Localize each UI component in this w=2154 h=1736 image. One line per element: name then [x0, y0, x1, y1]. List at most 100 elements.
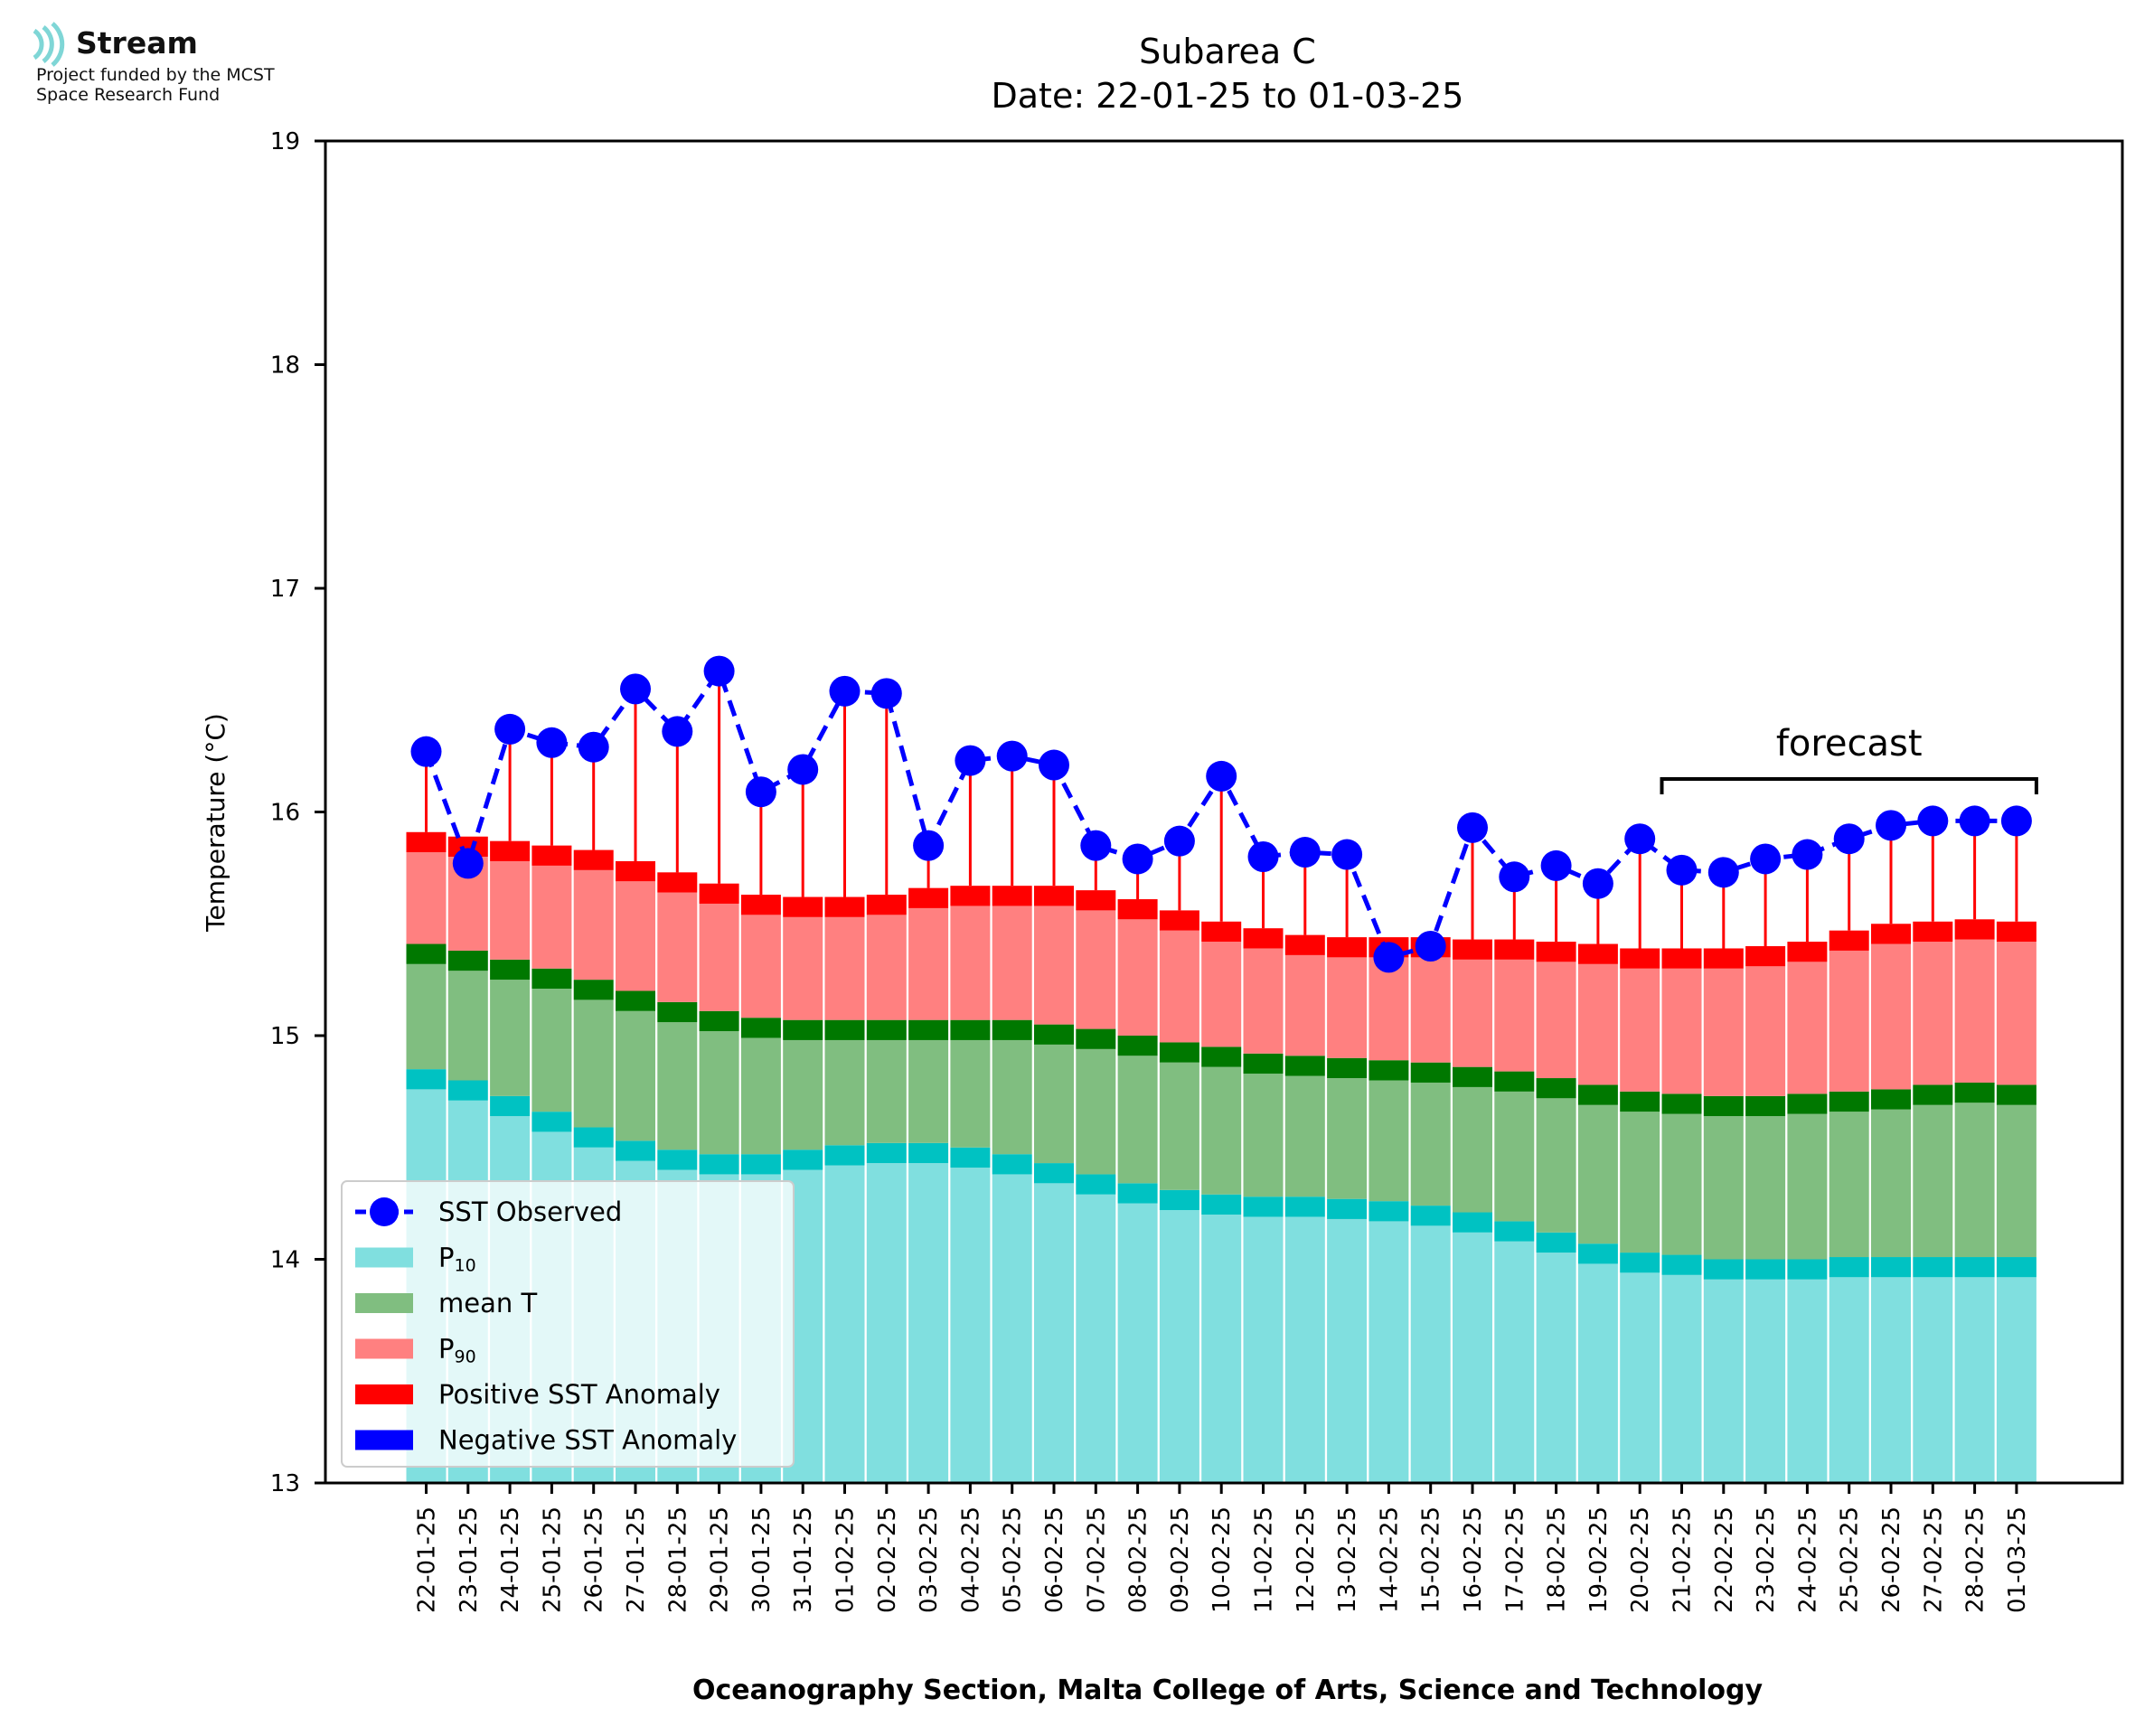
- bar-p10-band: [616, 1140, 655, 1161]
- bar-p90-band: [1076, 890, 1116, 911]
- bar-mean-band: [992, 1019, 1032, 1040]
- bar-mean: [1745, 1116, 1786, 1260]
- bar-p90: [1410, 957, 1451, 1063]
- bar-mean: [950, 1039, 991, 1148]
- bar-p90-band: [740, 895, 781, 915]
- bar-mean: [616, 1010, 655, 1141]
- sst-observed-point: [1792, 839, 1823, 870]
- bar-p10-band: [406, 1069, 447, 1090]
- legend-label: SST Observed: [438, 1196, 622, 1227]
- sst-observed-point: [578, 731, 609, 763]
- x-tick-label: 25-01-25: [539, 1506, 566, 1613]
- bar-p10-band: [657, 1150, 698, 1170]
- chart-subtitle: Date: 22-01-25 to 01-03-25: [992, 76, 1464, 116]
- x-tick-label: 02-02-25: [874, 1506, 901, 1613]
- legend-label: P90: [438, 1334, 476, 1367]
- x-tick-label: 23-02-25: [1753, 1506, 1780, 1613]
- x-tick-label: 13-02-25: [1334, 1506, 1361, 1613]
- bar-p90: [1494, 959, 1535, 1072]
- sst-observed-point: [955, 745, 986, 776]
- bar-p10-band: [1369, 1201, 1409, 1222]
- bar-p10-band: [824, 1145, 865, 1166]
- forecast-bracket-line: [1660, 777, 2038, 794]
- bar-p90-band: [699, 883, 739, 904]
- bar-p10: [1327, 1218, 1368, 1483]
- sst-observed-point: [2000, 805, 2032, 837]
- bar-mean: [699, 1031, 739, 1155]
- bar-p10-band: [1787, 1259, 1828, 1280]
- bar-mean: [490, 980, 531, 1096]
- bar-p90: [908, 907, 949, 1020]
- x-tick-label: 27-02-25: [1920, 1506, 1947, 1613]
- bar-mean-band: [1076, 1028, 1116, 1049]
- sst-observed-point: [870, 678, 902, 709]
- bar-p10-band: [1536, 1232, 1576, 1253]
- bar-p90-band: [1620, 948, 1660, 969]
- bar-mean-band: [1536, 1078, 1576, 1099]
- bar-p10: [1745, 1279, 1786, 1483]
- bar-p10-band: [699, 1154, 739, 1175]
- x-tick-label: 04-02-25: [957, 1506, 984, 1613]
- bar-p10: [1620, 1272, 1660, 1483]
- bar-p90: [531, 865, 572, 969]
- bar-p10: [1076, 1194, 1116, 1483]
- bar-mean: [1829, 1112, 1869, 1258]
- bar-p90: [783, 916, 823, 1020]
- bar-p90-band: [908, 887, 949, 908]
- y-tick-label: 16: [270, 800, 300, 827]
- sst-observed-point: [662, 716, 693, 747]
- bar-mean: [531, 989, 572, 1112]
- x-tick-label: 25-02-25: [1837, 1506, 1864, 1613]
- bar-p90-band: [783, 896, 823, 917]
- bar-p10-band: [573, 1127, 614, 1148]
- bar-p10-band: [531, 1112, 572, 1132]
- bar-p10-band: [783, 1150, 823, 1170]
- bar-p10: [1703, 1279, 1744, 1483]
- legend-swatch: [355, 1293, 413, 1313]
- bar-p10-band: [1913, 1257, 1953, 1278]
- y-tick-label: 17: [270, 576, 300, 603]
- bar-mean: [447, 971, 488, 1081]
- logo-brand: Stream: [76, 25, 198, 61]
- bar-mean: [1703, 1116, 1744, 1260]
- sst-observed-point: [1247, 841, 1279, 872]
- bar-mean-band: [573, 980, 614, 1000]
- x-tick-label: 14-02-25: [1376, 1506, 1403, 1613]
- sst-observed-point: [1707, 857, 1739, 888]
- x-tick-label: 12-02-25: [1293, 1506, 1320, 1613]
- bar-p90-band: [1034, 886, 1074, 906]
- bar-p10: [866, 1163, 907, 1483]
- bar-p90: [1703, 968, 1744, 1096]
- x-tick-label: 26-02-25: [1878, 1506, 1905, 1613]
- bar-mean-band: [1243, 1053, 1284, 1074]
- bar-p10: [1369, 1221, 1409, 1483]
- bar-p90: [1536, 962, 1576, 1079]
- x-tick-label: 01-03-25: [2004, 1506, 2031, 1613]
- x-tick-label: 16-02-25: [1460, 1506, 1487, 1613]
- bar-mean: [1076, 1048, 1116, 1175]
- bar-p10: [1410, 1225, 1451, 1483]
- bar-p90-band: [992, 886, 1032, 906]
- bar-mean-band: [740, 1018, 781, 1038]
- bar-p10: [1913, 1277, 1953, 1483]
- bar-p90-band: [531, 845, 572, 866]
- bar-p90: [1159, 930, 1199, 1043]
- bar-mean: [1620, 1112, 1660, 1253]
- bar-p10-band: [1871, 1257, 1911, 1278]
- bar-p90: [1201, 942, 1242, 1047]
- bar-mean-band: [824, 1019, 865, 1040]
- bar-p90: [1829, 950, 1869, 1092]
- bar-p90-band: [1996, 921, 2036, 943]
- bar-mean-band: [616, 990, 655, 1011]
- bar-mean: [1996, 1104, 2036, 1258]
- bar-p10: [1829, 1277, 1869, 1483]
- sst-observed-point: [1624, 823, 1656, 855]
- bar-mean-band: [783, 1019, 823, 1040]
- bar-p90: [1284, 954, 1325, 1056]
- bar-mean-band: [1284, 1056, 1325, 1076]
- bar-p90-band: [447, 836, 488, 857]
- x-axis-label: Oceanography Section, Malta College of A…: [692, 1675, 1764, 1706]
- bar-p90: [866, 915, 907, 1020]
- x-tick-label: 26-01-25: [581, 1506, 608, 1613]
- sst-observed-point: [1959, 805, 1990, 837]
